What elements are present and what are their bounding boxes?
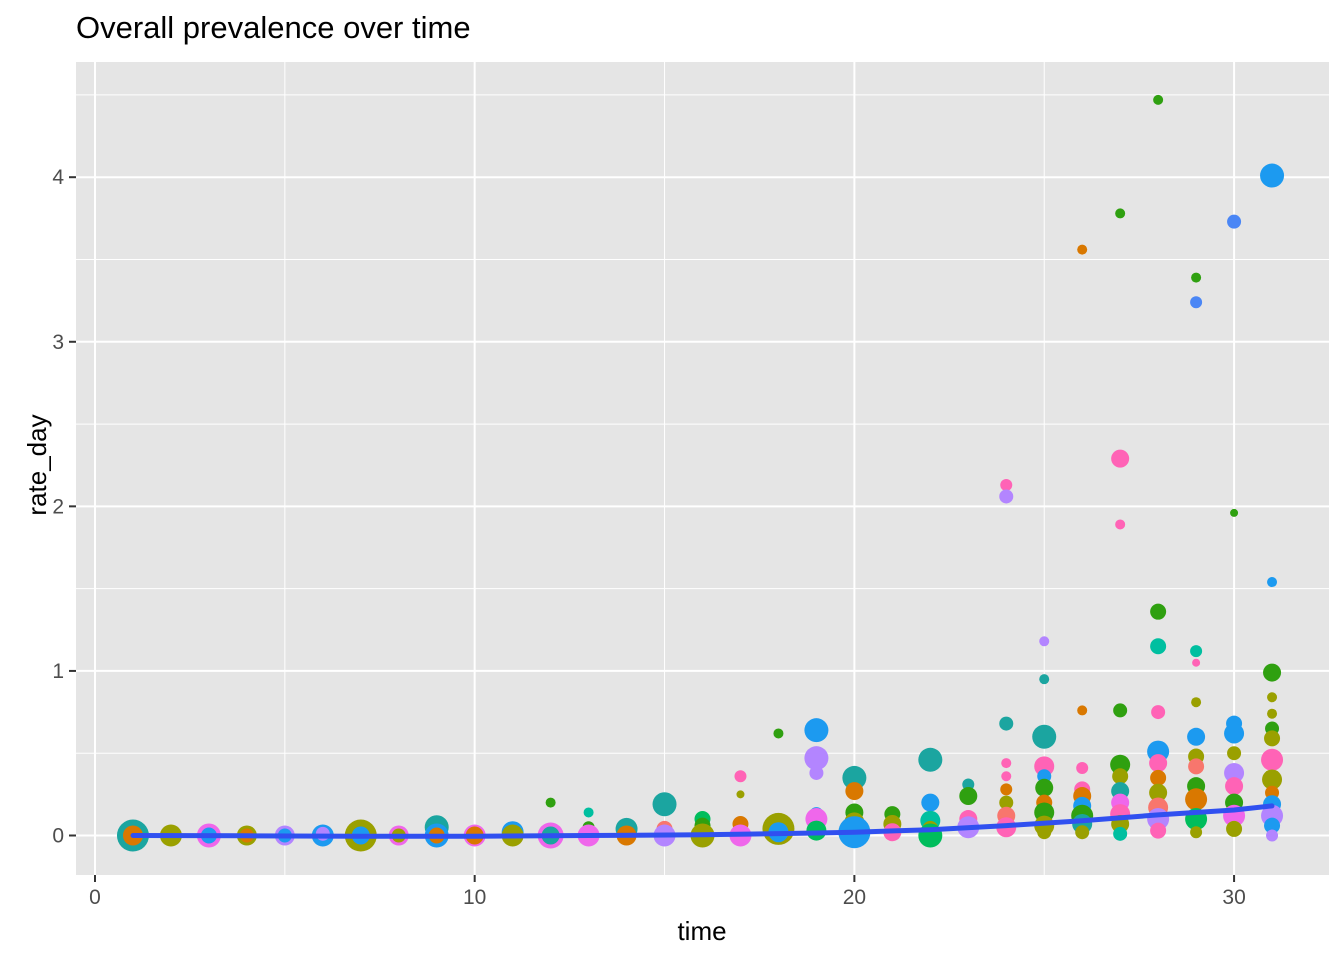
data-point <box>1035 778 1054 797</box>
data-point <box>1191 272 1202 283</box>
data-point <box>1224 723 1245 744</box>
x-axis-title: time <box>677 916 726 946</box>
data-point <box>1263 663 1282 682</box>
x-axis: 0 10 20 30 <box>89 875 1246 909</box>
data-point <box>804 718 829 743</box>
data-point <box>1226 820 1243 837</box>
data-point <box>1151 705 1166 720</box>
data-point <box>1110 754 1131 775</box>
data-point <box>1150 769 1167 786</box>
data-point <box>999 795 1014 810</box>
x-tick-label: 20 <box>843 886 866 909</box>
data-point <box>1190 296 1203 309</box>
x-tick-label: 10 <box>463 886 486 909</box>
data-point <box>1000 478 1013 491</box>
data-point <box>1077 705 1088 716</box>
data-point <box>918 747 943 772</box>
data-point <box>1113 826 1128 841</box>
x-tick-label: 30 <box>1222 886 1245 909</box>
data-points <box>116 94 1285 852</box>
data-point <box>736 790 745 799</box>
data-point <box>1039 674 1050 685</box>
data-point <box>1150 638 1167 655</box>
data-point <box>1260 163 1285 188</box>
data-point <box>1039 636 1050 647</box>
data-point <box>734 770 747 783</box>
y-tick-label: 3 <box>52 331 64 354</box>
data-point <box>652 792 677 817</box>
data-point <box>1150 822 1167 839</box>
data-point <box>1191 697 1202 708</box>
x-tick-label: 0 <box>89 886 101 909</box>
data-point <box>999 489 1014 504</box>
data-point <box>1076 762 1089 775</box>
y-tick-label: 0 <box>52 825 64 848</box>
data-point <box>1224 762 1245 783</box>
data-point <box>1185 788 1208 811</box>
y-tick-label: 2 <box>52 495 64 518</box>
data-point <box>1001 758 1012 769</box>
chart-title: Overall prevalence over time <box>76 10 471 45</box>
data-point <box>1190 826 1203 839</box>
data-point <box>1187 727 1206 746</box>
data-point <box>809 765 824 780</box>
data-point <box>1267 708 1278 719</box>
data-point <box>959 787 978 806</box>
y-tick-label: 1 <box>52 660 64 683</box>
data-point <box>1267 577 1278 588</box>
data-point <box>1230 508 1239 517</box>
data-point <box>962 778 975 791</box>
data-point <box>1077 244 1088 255</box>
data-point <box>1264 817 1281 834</box>
data-point <box>1266 829 1279 842</box>
data-point <box>1227 746 1242 761</box>
data-point <box>1153 94 1164 105</box>
data-point <box>1149 754 1168 773</box>
data-point <box>1032 724 1057 749</box>
data-point <box>1262 769 1283 790</box>
data-point <box>1112 768 1129 785</box>
y-axis-title: rate_day <box>22 414 52 515</box>
data-point <box>1113 703 1128 718</box>
data-point <box>1149 783 1168 802</box>
data-point <box>1188 758 1205 775</box>
y-tick-label: 4 <box>52 166 64 189</box>
data-point <box>842 765 867 790</box>
data-point <box>1037 825 1052 840</box>
data-point <box>1264 730 1281 747</box>
grid-lines <box>76 62 1329 875</box>
data-point <box>545 797 556 808</box>
data-point <box>1150 603 1167 620</box>
trend-line <box>130 803 1275 839</box>
data-point <box>921 793 940 812</box>
data-point <box>999 716 1014 731</box>
data-point <box>1267 692 1278 703</box>
data-point <box>1001 771 1012 782</box>
data-point <box>804 746 829 771</box>
y-axis: 0 1 2 3 4 <box>52 166 76 848</box>
data-point <box>1190 645 1203 658</box>
data-point <box>1111 449 1130 468</box>
data-point <box>1000 783 1013 796</box>
data-point <box>1115 519 1126 530</box>
data-point <box>845 782 864 801</box>
data-point <box>1075 825 1090 840</box>
data-point <box>1261 748 1284 771</box>
data-point <box>1192 658 1201 667</box>
data-point <box>1227 214 1242 229</box>
data-point <box>1115 208 1126 219</box>
data-point <box>773 728 784 739</box>
data-point <box>1225 777 1244 796</box>
data-point <box>583 807 594 818</box>
